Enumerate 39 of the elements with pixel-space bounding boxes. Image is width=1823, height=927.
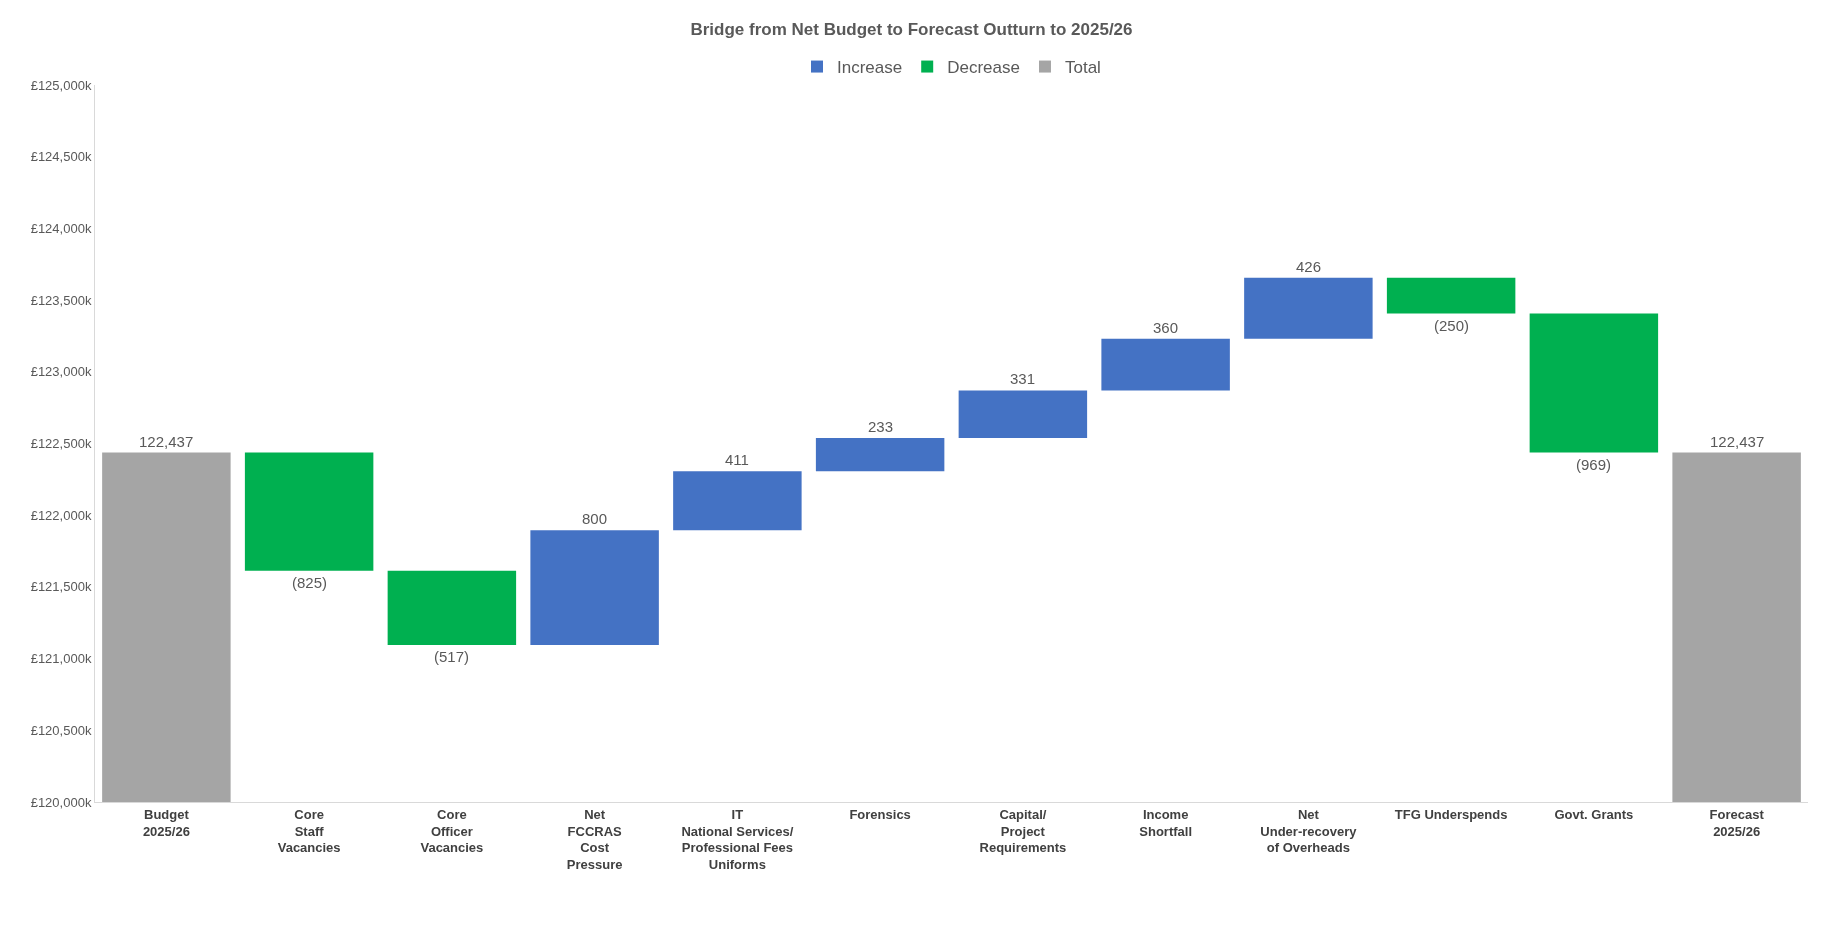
x-tick-label: Govt. Grants [1554,806,1634,822]
y-tick-label: £125,000k [30,77,92,93]
data-label: 800 [582,510,608,527]
x-tick-label: Core Staff Vacancies [277,806,341,856]
x-tick-label: Forecast 2025/26 [1709,806,1765,839]
legend-label: Increase [837,58,903,78]
y-tick-label: £121,500k [30,579,92,595]
data-label: (517) [434,648,470,665]
data-label: 426 [1296,258,1322,275]
data-label: 331 [1010,370,1036,387]
data-label: (825) [292,574,328,591]
x-tick-label: Core Officer Vacancies [420,806,484,856]
y-tick-label: £122,500k [30,436,92,452]
data-label: (969) [1576,456,1612,473]
y-tick-label: £124,500k [30,149,92,165]
y-tick-label: £123,500k [30,292,92,308]
x-tick-label: Income Shortfall [1139,806,1192,839]
y-tick-label: £121,000k [30,651,92,667]
data-label: 233 [868,418,894,435]
data-label: 122,437 [1710,433,1765,450]
legend-label: Decrease [947,58,1020,78]
data-label: 360 [1153,319,1179,336]
x-tick-label: TFG Underspends [1394,806,1508,822]
x-tick-label: IT National Services/ Professional Fees Uniforms [681,806,794,873]
x-tick-label: Net Under-recovery of Overheads [1260,806,1358,856]
y-tick-label: £124,000k [30,220,92,236]
x-tick-label: Net FCCRAS Cost Pressure [566,806,623,873]
y-tick-label: £120,500k [30,722,92,738]
y-tick-label: £122,000k [30,507,92,523]
chart-title: Bridge from Net Budget to Forecast Outturn to 2025/26 [690,20,1133,40]
x-tick-label: Capital/ Project Requirements [979,806,1067,856]
x-tick-label: Budget 2025/26 [142,806,190,839]
x-tick-label: Forensics [849,806,911,822]
y-tick-label: £120,000k [30,794,92,810]
data-label: 122,437 [139,433,194,450]
y-tick-label: £123,000k [30,364,92,380]
data-label: 411 [725,451,749,468]
legend-label: Total [1064,58,1101,78]
data-label: (250) [1434,317,1470,334]
